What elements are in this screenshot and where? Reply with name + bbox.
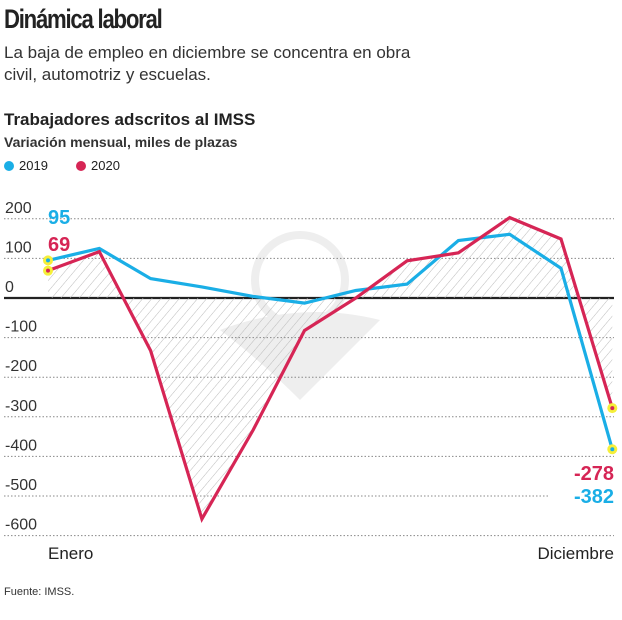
- legend-2020: 2020: [76, 158, 120, 173]
- source-note: Fuente: IMSS.: [4, 586, 75, 598]
- y-tick-label: 100: [5, 239, 32, 256]
- chart-subtitle: Variación mensual, miles de plazas: [4, 134, 238, 150]
- y-tick-label: -400: [5, 437, 37, 454]
- legend-2019: 2019: [4, 158, 48, 173]
- page-subtitle: La baja de empleo en diciembre se concen…: [4, 43, 411, 84]
- point-2020: [46, 268, 50, 273]
- x-tick-label: Enero: [48, 544, 93, 563]
- legend-label-2020: 2020: [91, 158, 120, 173]
- data-label-2019-start: 95: [48, 207, 70, 229]
- y-tick-label: 0: [5, 279, 14, 296]
- y-tick-label: 200: [5, 200, 32, 217]
- y-tick-label: -500: [5, 477, 37, 494]
- series-line-2020: [47, 215, 614, 523]
- page-title: Dinámica laboral: [4, 4, 163, 34]
- y-tick-label: -200: [5, 358, 37, 375]
- legend-label-2019: 2019: [19, 158, 48, 173]
- data-label-2020-end: -278: [574, 463, 614, 485]
- hatched-area: [48, 217, 613, 519]
- series-line-2019: [47, 232, 614, 450]
- point-2019: [610, 447, 615, 452]
- data-label-2019-end: -382: [574, 486, 614, 508]
- data-label-2020-start: 69: [48, 234, 70, 256]
- chart-title: Trabajadores adscritos al IMSS: [4, 110, 256, 129]
- point-2020: [610, 406, 615, 411]
- point-2019: [46, 258, 50, 263]
- legend-swatch-2020: [76, 160, 86, 171]
- legend-swatch-2019: [4, 160, 14, 171]
- y-tick-label: -600: [5, 517, 37, 534]
- x-tick-label: Diciembre: [537, 544, 614, 563]
- y-tick-label: -300: [5, 398, 37, 415]
- y-tick-label: -100: [5, 319, 37, 336]
